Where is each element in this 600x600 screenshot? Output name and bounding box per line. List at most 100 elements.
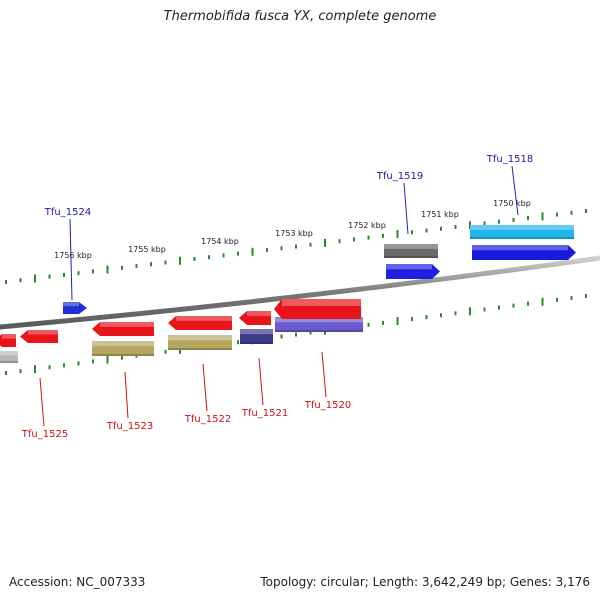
genome-stats-text: Topology: circular; Length: 3,642,249 bp… [260,575,590,589]
scale-tick [440,226,442,231]
scale-labels: 1756 kbp 1755 kbp 1754 kbp 1753 kbp 1752 kbp… [54,199,531,260]
gene-arrow[interactable] [92,322,154,336]
product-bar[interactable] [240,329,273,344]
scale-tick [295,244,297,249]
product-bar-highlight [240,329,273,335]
scale-tick [135,264,138,269]
gene-label[interactable]: Tfu_1518 [486,154,533,165]
gene-arrow-highlight [63,302,79,307]
product-bar[interactable] [0,351,18,363]
scale-tick [396,230,399,239]
scale-tick [585,209,587,213]
gene-arrow-body [386,264,440,279]
gene-arrow[interactable] [0,334,16,347]
gene-arrow[interactable] [386,264,440,279]
gene-label[interactable]: Tfu_1523 [106,421,153,432]
scale-tick [556,297,558,302]
label-leader [258,357,264,406]
scale-label: 1750 kbp [493,199,531,208]
label-leader [321,351,327,398]
gene-label[interactable]: Tfu_1522 [184,414,231,425]
product-bar[interactable] [92,341,154,356]
product-bar-shadow [168,348,232,350]
product-bar[interactable] [275,317,363,332]
scale-tick [77,271,80,276]
gene-track [0,245,576,347]
gene-arrow[interactable] [63,302,87,314]
scale-tick [585,294,587,298]
scale-tick [396,317,399,326]
product-bar-body [0,351,18,363]
scale-tick [411,317,413,322]
scale-tick [121,355,123,360]
product-bar-highlight [92,341,154,347]
scale-tick [483,307,486,312]
gene-label[interactable]: Tfu_1519 [376,171,423,182]
product-bar[interactable] [470,225,574,239]
gene-label[interactable]: Tfu_1520 [304,400,351,411]
scale-tick [469,307,471,316]
gene-arrow-highlight [28,330,58,335]
product-bar-shadow [384,256,438,258]
product-bar-shadow [92,354,154,356]
gene-label[interactable]: Tfu_1521 [241,408,288,419]
product-bar-highlight [470,225,574,230]
product-bar[interactable] [384,244,438,258]
scale-tick [106,265,109,274]
gene-arrow-body [274,299,361,319]
label-leader [403,182,409,235]
scale-label: 1754 kbp [201,237,239,246]
gene-arrow[interactable] [472,245,576,260]
gene-arrow-body [168,316,232,330]
scale-tick [92,359,94,364]
scale-tick [251,247,254,256]
scale-tick [309,242,312,247]
scale-tick [266,248,268,253]
product-bar-shadow [240,342,273,344]
scale-tick [280,334,283,339]
scale-label: 1753 kbp [275,229,313,238]
scale-tick [382,320,384,325]
scale-tick [164,260,167,265]
gene-arrow[interactable] [274,299,361,319]
gene-arrow[interactable] [20,330,58,343]
scale-tick [338,239,341,244]
scale-tick [63,272,65,277]
scale-tick [309,330,312,335]
product-bar-shadow [470,237,574,239]
product-bar[interactable] [168,335,232,350]
scale-label: 1752 kbp [348,221,386,230]
label-leader [511,165,519,216]
gene-label[interactable]: Tfu_1524 [44,207,91,218]
scale-tick [454,311,457,316]
product-tracks [0,225,574,363]
scale-tick [527,216,529,221]
scale-tick [193,256,196,261]
scale-tick [48,365,51,370]
scale-tick [237,251,239,256]
product-bar-highlight [384,244,438,249]
scale-tick [440,313,442,318]
scale-tick [570,210,573,215]
gene-arrow-highlight [472,245,568,251]
scale-label: 1755 kbp [128,245,166,254]
label-leader [202,363,208,412]
scale-tick [19,278,22,283]
gene-arrow[interactable] [168,316,232,330]
gene-arrow[interactable] [239,311,271,325]
map-title: Thermobifida fusca YX, complete genome [163,9,437,24]
scale-tick [367,322,370,327]
scale-tick [541,297,544,306]
scale-tick [77,361,80,366]
product-bar-highlight [0,351,18,356]
gene-label[interactable]: Tfu_1525 [21,429,68,440]
scale-tick [425,228,428,233]
label-leader [39,377,45,427]
scale-tick [92,269,94,274]
gene-arrow-body [20,330,58,343]
scale-tick [63,363,65,368]
scale-tick [48,274,51,279]
scale-tick [411,230,413,235]
label-leader [69,218,73,301]
product-bar-body [92,341,154,356]
